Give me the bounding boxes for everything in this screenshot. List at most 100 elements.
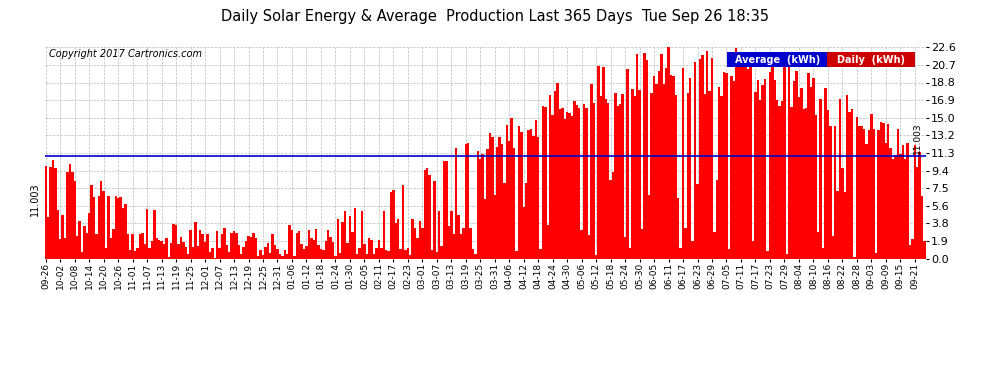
Bar — [808, 73, 810, 259]
Bar — [457, 215, 459, 259]
Bar — [146, 209, 148, 259]
Bar — [776, 100, 778, 259]
Bar — [162, 244, 165, 259]
Bar — [177, 244, 180, 259]
Bar — [769, 72, 771, 259]
Bar — [677, 198, 679, 259]
Bar — [241, 254, 243, 259]
Bar — [911, 238, 914, 259]
Bar — [648, 195, 650, 259]
Bar — [120, 197, 122, 259]
Bar — [231, 233, 233, 259]
Bar — [595, 255, 597, 259]
Bar — [691, 242, 694, 259]
Bar — [365, 254, 368, 259]
Bar — [98, 196, 100, 259]
Bar — [751, 241, 754, 259]
Bar — [897, 129, 899, 259]
Bar — [322, 250, 325, 259]
Bar — [320, 249, 322, 259]
Bar — [634, 96, 636, 259]
Bar — [756, 80, 759, 259]
Bar — [650, 93, 652, 259]
Bar — [778, 106, 781, 259]
Bar — [441, 246, 443, 259]
Text: Average  (kWh): Average (kWh) — [735, 55, 820, 64]
Bar — [436, 252, 438, 259]
Bar — [764, 79, 766, 259]
Bar — [330, 237, 332, 259]
Bar — [641, 229, 644, 259]
Bar — [283, 250, 286, 259]
Bar — [619, 105, 622, 259]
Bar — [382, 211, 385, 259]
Bar — [56, 210, 59, 259]
Bar — [501, 144, 503, 259]
Bar — [148, 248, 150, 259]
Bar — [749, 65, 751, 259]
Bar — [76, 236, 78, 259]
Bar — [238, 244, 241, 259]
Bar — [843, 192, 846, 259]
Bar — [192, 248, 194, 259]
Bar — [561, 108, 563, 259]
Bar — [407, 248, 409, 259]
Bar — [342, 222, 344, 259]
Bar — [629, 248, 632, 259]
Bar — [518, 126, 520, 259]
Bar — [882, 123, 885, 259]
Bar — [216, 231, 219, 259]
Bar — [590, 84, 593, 259]
Bar — [566, 112, 568, 259]
Bar — [790, 108, 793, 259]
Bar — [523, 207, 525, 259]
Bar — [412, 219, 414, 259]
Bar — [132, 234, 134, 259]
Bar — [484, 200, 486, 259]
Bar — [887, 124, 889, 259]
Text: Daily  (kWh): Daily (kWh) — [837, 55, 905, 64]
Bar — [605, 99, 607, 259]
Bar — [730, 76, 733, 259]
Bar — [363, 244, 365, 259]
Bar — [337, 219, 339, 259]
Bar — [846, 95, 848, 259]
Bar — [296, 233, 298, 259]
Bar — [298, 231, 300, 259]
Bar — [467, 143, 469, 259]
Bar — [199, 231, 201, 259]
Bar — [489, 134, 491, 259]
Bar — [124, 204, 127, 259]
Bar — [810, 87, 812, 259]
Bar — [187, 254, 189, 259]
Bar — [233, 231, 236, 259]
Bar — [426, 168, 429, 259]
Bar — [667, 47, 670, 259]
Bar — [800, 88, 803, 259]
Bar — [855, 117, 858, 259]
Bar — [325, 241, 327, 259]
FancyBboxPatch shape — [728, 52, 827, 67]
Bar — [906, 142, 909, 259]
Bar — [209, 252, 211, 259]
Bar — [385, 250, 387, 259]
Bar — [339, 254, 342, 259]
Bar — [870, 114, 872, 259]
Bar — [286, 254, 288, 259]
Bar — [506, 125, 508, 259]
Bar — [597, 66, 600, 259]
Bar — [563, 119, 566, 259]
Bar — [344, 211, 346, 259]
Bar — [142, 232, 144, 259]
Bar — [909, 245, 911, 259]
Bar — [392, 190, 395, 259]
Bar — [447, 226, 450, 259]
Bar — [228, 252, 231, 259]
Bar — [276, 249, 279, 259]
Bar — [68, 164, 71, 259]
Bar — [508, 141, 511, 259]
Bar — [424, 170, 426, 259]
Bar — [464, 144, 467, 259]
Bar — [243, 247, 245, 259]
Bar — [670, 75, 672, 259]
